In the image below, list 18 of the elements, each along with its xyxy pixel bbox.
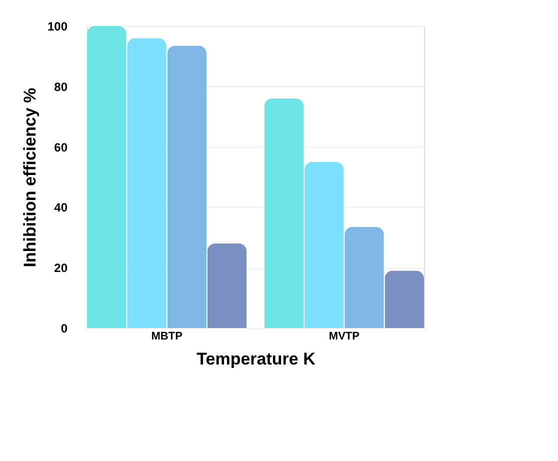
bar [384,270,424,328]
y-tick-label: 80 [54,80,68,94]
y-tick-label: 0 [60,322,68,336]
y-tick-label: 20 [54,261,68,276]
y-tick-label: 60 [54,140,68,154]
x-tick-label: MVTP [328,330,360,342]
bar [127,38,166,328]
bar [167,46,207,328]
y-tick-label: 40 [54,200,68,215]
y-tick-label: 100 [47,20,68,34]
x-tick-label: MBTP [151,330,182,342]
bar [207,243,247,328]
bar [304,162,344,328]
y-axis-title: Inhibition efficiency % [20,88,40,268]
bar [264,98,304,328]
x-axis-title: Temperature K [196,350,316,368]
bar [344,226,384,328]
bar [87,26,126,328]
